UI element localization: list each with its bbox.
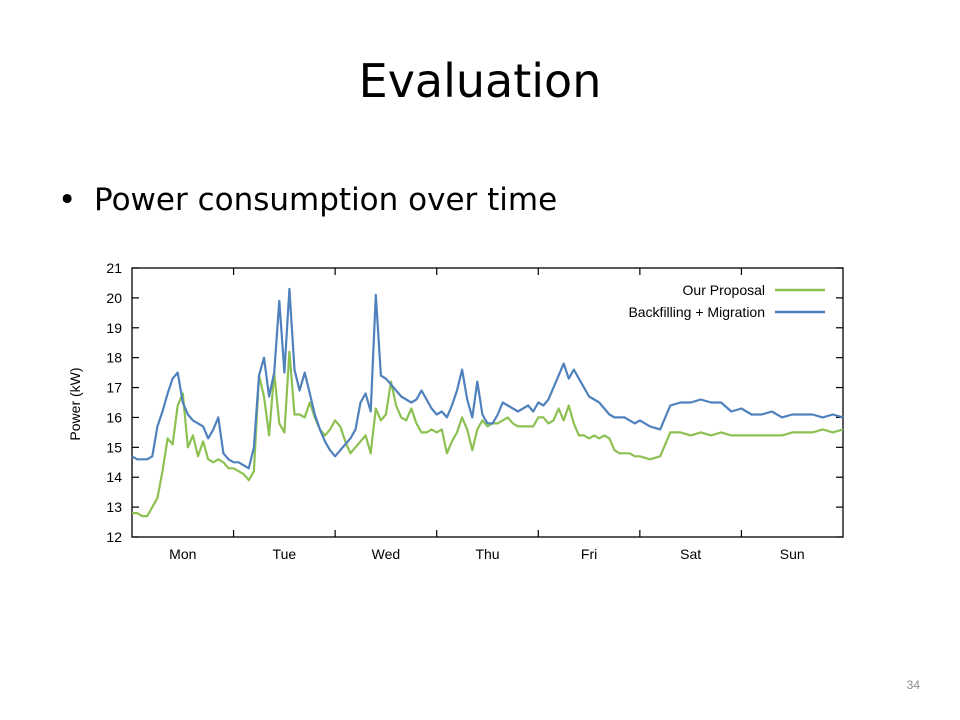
slide-title: Evaluation xyxy=(358,54,602,108)
chart-axes: 12 13 14 15 16 17 18 19 20 21 Mon Tue Wed Thu Fri Sat Su… xyxy=(106,260,844,562)
y-tick-label: 13 xyxy=(106,499,122,515)
y-tick-label: 19 xyxy=(106,320,122,336)
x-tick-label: Mon xyxy=(169,546,196,562)
y-tick-label: 17 xyxy=(106,380,122,396)
y-tick-label: 20 xyxy=(106,290,122,306)
chart-legend: Our Proposal Backfilling + Migration xyxy=(628,282,825,320)
y-tick-label: 21 xyxy=(106,260,122,276)
chart-series xyxy=(131,287,844,518)
x-tick-label: Sun xyxy=(780,546,805,562)
x-tick-label: Sat xyxy=(680,546,701,562)
x-tick-label: Fri xyxy=(581,546,597,562)
page-number: 34 xyxy=(906,678,920,692)
legend-label: Our Proposal xyxy=(683,282,765,298)
y-tick-label: 16 xyxy=(106,409,122,425)
y-axis-label: Power (kW) xyxy=(67,367,83,440)
bullet-item: • Power consumption over time xyxy=(58,180,557,220)
series-line-backfilling-migration xyxy=(131,287,844,470)
bullet-dot-icon: • xyxy=(58,182,77,218)
x-tick-label: Thu xyxy=(475,546,499,562)
series-line-our-proposal xyxy=(132,350,844,518)
y-tick-label: 14 xyxy=(106,469,122,485)
x-tick-label: Wed xyxy=(372,546,401,562)
x-tick-label: Tue xyxy=(273,546,297,562)
y-tick-label: 12 xyxy=(106,529,122,545)
bullet-text: Power consumption over time xyxy=(94,182,558,218)
y-tick-label: 18 xyxy=(106,350,122,366)
y-tick-label: 15 xyxy=(106,439,122,455)
plot-frame xyxy=(131,267,844,538)
legend-label: Backfilling + Migration xyxy=(628,304,765,320)
